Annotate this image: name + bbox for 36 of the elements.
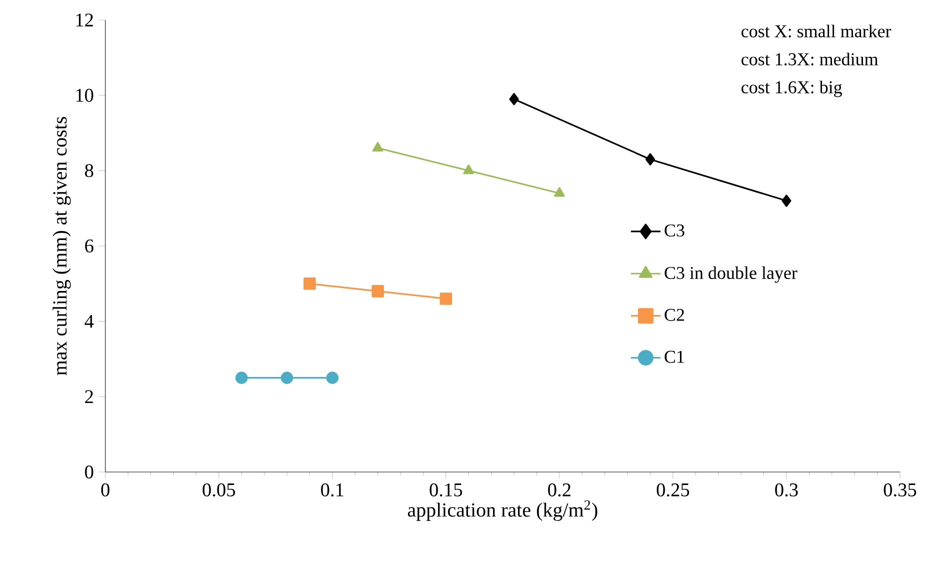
x-tick-label: 0.25 <box>656 483 690 496</box>
point <box>235 372 248 384</box>
point <box>304 278 316 290</box>
legend-label: C3 <box>664 224 684 237</box>
x-axis-title: application rate (kg/m$^{2}$) <box>408 500 598 521</box>
point <box>463 164 474 174</box>
x-tick-label: 0.1 <box>321 483 344 496</box>
point <box>554 187 565 197</box>
legend-label: C3 in double layer <box>664 266 798 283</box>
point <box>645 153 656 166</box>
y-axis-title: max curling (mm) at given costs <box>52 117 71 376</box>
annotation: cost X: small marker <box>742 24 892 38</box>
annotation: cost 1.3X: medium <box>742 52 878 66</box>
point <box>440 292 452 305</box>
x-tick-label: 0.35 <box>884 483 916 496</box>
y-tick-label: 0 <box>85 465 94 479</box>
point <box>372 285 384 298</box>
x-tick-label: 0.05 <box>202 483 236 496</box>
point <box>372 142 384 152</box>
x-tick-label: 0.3 <box>775 483 798 496</box>
point <box>280 372 294 384</box>
y-tick-label: 12 <box>76 14 93 26</box>
legend-label: C1 <box>664 350 684 363</box>
y-tick-label: 8 <box>85 164 94 178</box>
x-tick-label: 0.2 <box>548 483 570 496</box>
legend-label: C2 <box>664 308 684 321</box>
point <box>782 194 792 207</box>
y-tick-label: 4 <box>84 314 94 328</box>
point <box>326 372 339 384</box>
annotation: cost 1.6X: big <box>742 80 842 98</box>
x-tick-label: 0.15 <box>430 483 462 496</box>
y-tick-label: 2 <box>85 390 93 404</box>
point <box>509 92 519 106</box>
x-tick-label: 0 <box>101 483 110 496</box>
y-tick-label: 10 <box>76 88 94 102</box>
y-tick-label: 6 <box>85 239 94 252</box>
